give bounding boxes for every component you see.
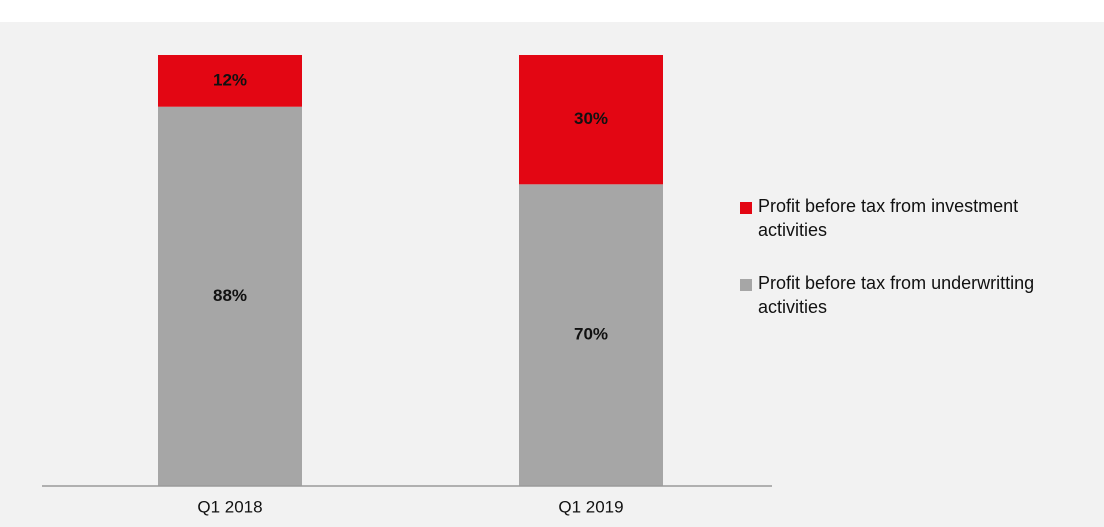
x-tick-label: Q1 2019 <box>558 497 623 516</box>
legend-label: Profit before tax from investment activi… <box>758 196 1019 240</box>
bar-segment <box>158 55 302 107</box>
data-label: 12% <box>213 70 247 89</box>
legend-swatch <box>740 279 752 291</box>
data-label: 70% <box>574 325 608 344</box>
data-label: 88% <box>213 286 247 305</box>
x-tick-label: Q1 2018 <box>197 497 262 516</box>
data-label: 30% <box>574 109 608 128</box>
bar-segment <box>519 55 663 185</box>
bar-segment <box>519 184 663 487</box>
legend-swatch <box>740 202 752 214</box>
bar-segment <box>158 106 302 486</box>
legend-label: Profit before tax from underwritting act… <box>758 273 1035 317</box>
